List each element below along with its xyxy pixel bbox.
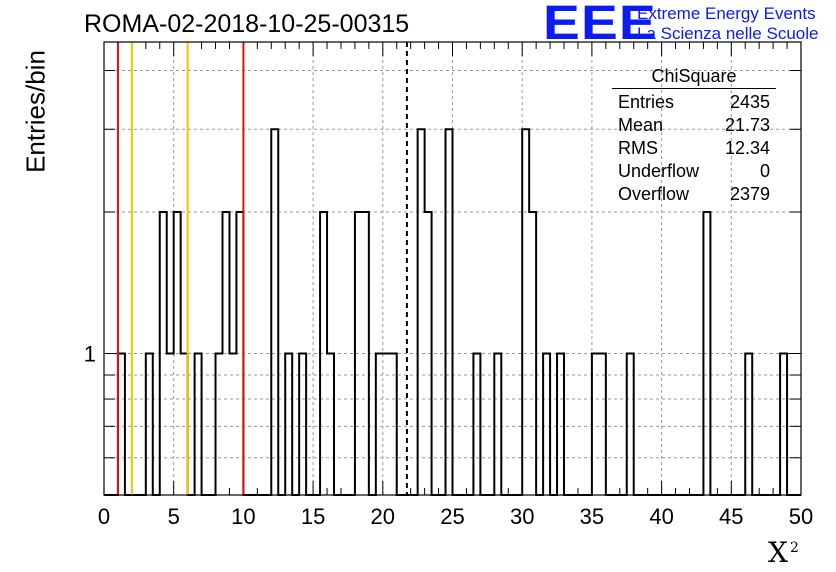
- stats-label: Entries: [618, 92, 675, 112]
- stats-row-underflow: Underflow 0: [612, 160, 776, 183]
- stats-row-rms: RMS 12.34: [612, 137, 776, 160]
- stats-row-mean: Mean 21.73: [612, 114, 776, 137]
- stats-value: 21.73: [724, 115, 770, 135]
- x-tick-label: 50: [789, 504, 813, 529]
- stats-row-overflow: Overflow 2379: [612, 183, 776, 206]
- x-tick-label: 10: [231, 504, 255, 529]
- y-tick-label: 1: [84, 342, 96, 367]
- x-axis-label-superscript: 2: [789, 540, 799, 556]
- x-tick-label: 40: [649, 504, 673, 529]
- chart-title: ROMA-02-2018-10-25-00315: [84, 10, 410, 38]
- stats-label: Overflow: [618, 184, 690, 204]
- x-tick-label: 5: [168, 504, 180, 529]
- stats-label: Mean: [618, 115, 664, 135]
- x-tick-label: 30: [510, 504, 534, 529]
- x-axis-label-text: X: [768, 536, 788, 569]
- stats-value: 12.34: [724, 138, 770, 158]
- logo-tagline-1: Extreme Energy Events: [637, 4, 816, 23]
- stats-value: 2435: [729, 92, 770, 112]
- x-tick-label: 35: [580, 504, 604, 529]
- x-tick-label: 20: [371, 504, 395, 529]
- logo-tagline-2: La Scienza nelle Scuole: [637, 24, 819, 43]
- plot-frame: [103, 41, 802, 496]
- x-tick-label: 15: [301, 504, 325, 529]
- stats-row-entries: Entries 2435: [612, 91, 776, 114]
- eee-logo: EEE: [543, 0, 657, 50]
- stats-label: Underflow: [618, 161, 700, 181]
- x-tick-label: 0: [98, 504, 110, 529]
- x-tick-label: 45: [719, 504, 743, 529]
- stats-box: ChiSquare Entries 2435 Mean 21.73 RMS 12…: [612, 66, 776, 206]
- stats-label: RMS: [618, 138, 658, 158]
- x-tick-label: 25: [440, 504, 464, 529]
- stats-value: 2379: [729, 184, 770, 204]
- stats-box-title: ChiSquare: [612, 66, 776, 89]
- stats-value: 0: [759, 161, 770, 181]
